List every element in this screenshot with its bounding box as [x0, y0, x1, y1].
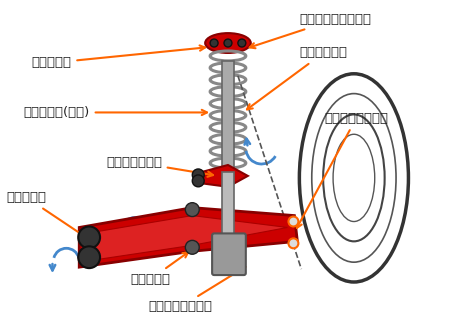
- FancyBboxPatch shape: [222, 172, 234, 243]
- Text: ボールジョイント: ボールジョイント: [148, 267, 245, 313]
- Circle shape: [238, 39, 246, 47]
- Text: キングピン軸: キングピン軸: [247, 47, 347, 110]
- Text: 車体と固定: 車体と固定: [32, 46, 205, 69]
- Text: アッパーアーム: アッパーアーム: [106, 155, 213, 177]
- Circle shape: [210, 39, 218, 47]
- Circle shape: [288, 216, 298, 226]
- Text: スプリング(バネ): スプリング(バネ): [24, 106, 207, 119]
- Circle shape: [192, 175, 204, 187]
- Ellipse shape: [205, 33, 251, 53]
- Circle shape: [185, 203, 199, 216]
- Circle shape: [78, 246, 100, 268]
- FancyBboxPatch shape: [222, 61, 234, 175]
- Text: ショックアブソーバ: ショックアブソーバ: [250, 13, 371, 48]
- Polygon shape: [198, 165, 248, 187]
- Text: ボールジョイント: ボールジョイント: [297, 112, 388, 228]
- FancyBboxPatch shape: [212, 233, 246, 275]
- Circle shape: [288, 238, 298, 248]
- Polygon shape: [86, 215, 288, 261]
- Text: ロアアーム: ロアアーム: [131, 252, 188, 285]
- Polygon shape: [79, 208, 297, 267]
- Circle shape: [224, 39, 232, 47]
- Text: 車体と連結: 車体と連結: [7, 191, 85, 237]
- Circle shape: [78, 226, 100, 248]
- Circle shape: [185, 240, 199, 254]
- Circle shape: [192, 169, 204, 181]
